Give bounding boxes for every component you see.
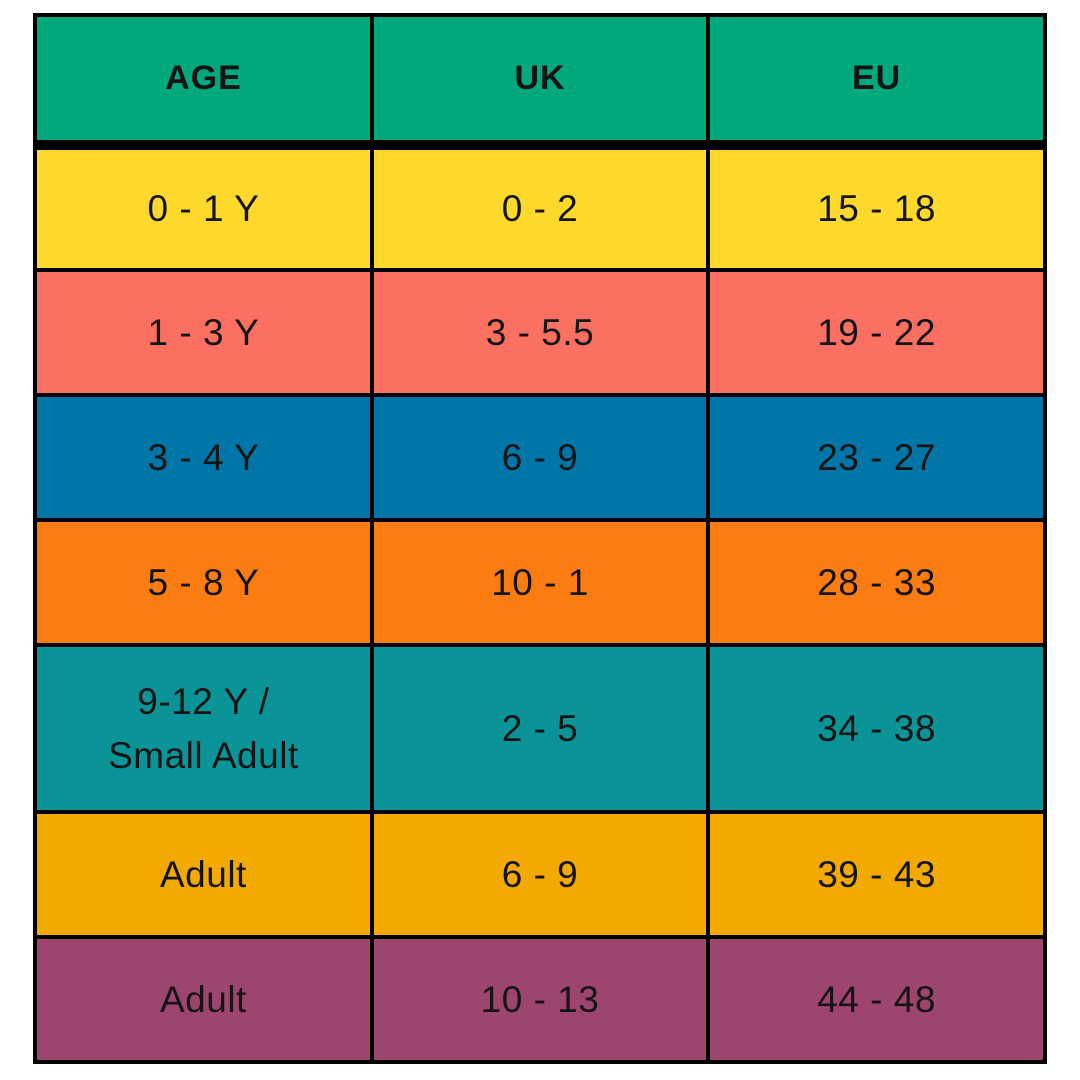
uk-cell: 3 - 5.5 xyxy=(369,268,711,397)
table-row-1: 1 - 3 Y 3 - 5.5 19 - 22 xyxy=(33,268,1047,397)
eu-cell: 34 - 38 xyxy=(706,643,1047,814)
uk-cell: 0 - 2 xyxy=(369,143,711,272)
table-row-3: 5 - 8 Y 10 - 1 28 - 33 xyxy=(33,518,1047,647)
age-cell: 0 - 1 Y xyxy=(33,143,374,272)
age-cell: Adult xyxy=(33,935,374,1064)
table-row-2: 3 - 4 Y 6 - 9 23 - 27 xyxy=(33,393,1047,522)
column-header-eu: EU xyxy=(706,13,1047,150)
uk-cell: 10 - 1 xyxy=(369,518,711,647)
table-row-6: Adult 10 - 13 44 - 48 xyxy=(33,935,1047,1064)
age-cell: 5 - 8 Y xyxy=(33,518,374,647)
age-cell: Adult xyxy=(33,810,374,939)
age-cell: 1 - 3 Y xyxy=(33,268,374,397)
uk-cell: 6 - 9 xyxy=(369,810,711,939)
column-header-age: AGE xyxy=(33,13,374,150)
eu-cell: 39 - 43 xyxy=(706,810,1047,939)
eu-cell: 15 - 18 xyxy=(706,143,1047,272)
eu-cell: 23 - 27 xyxy=(706,393,1047,522)
uk-cell: 6 - 9 xyxy=(369,393,711,522)
age-cell: 3 - 4 Y xyxy=(33,393,374,522)
eu-cell: 28 - 33 xyxy=(706,518,1047,647)
table-row-5: Adult 6 - 9 39 - 43 xyxy=(33,810,1047,939)
age-cell: 9-12 Y / Small Adult xyxy=(33,643,374,814)
column-header-uk: UK xyxy=(369,13,711,150)
eu-cell: 19 - 22 xyxy=(706,268,1047,397)
table-row-4: 9-12 Y / Small Adult 2 - 5 34 - 38 xyxy=(33,643,1047,814)
uk-cell: 10 - 13 xyxy=(369,935,711,1064)
header-row: AGE UK EU xyxy=(33,13,1047,150)
size-chart-table: AGE UK EU 0 - 1 Y 0 - 2 15 - 18 1 - 3 Y … xyxy=(33,13,1047,1064)
table-row-0: 0 - 1 Y 0 - 2 15 - 18 xyxy=(33,143,1047,272)
uk-cell: 2 - 5 xyxy=(369,643,711,814)
eu-cell: 44 - 48 xyxy=(706,935,1047,1064)
